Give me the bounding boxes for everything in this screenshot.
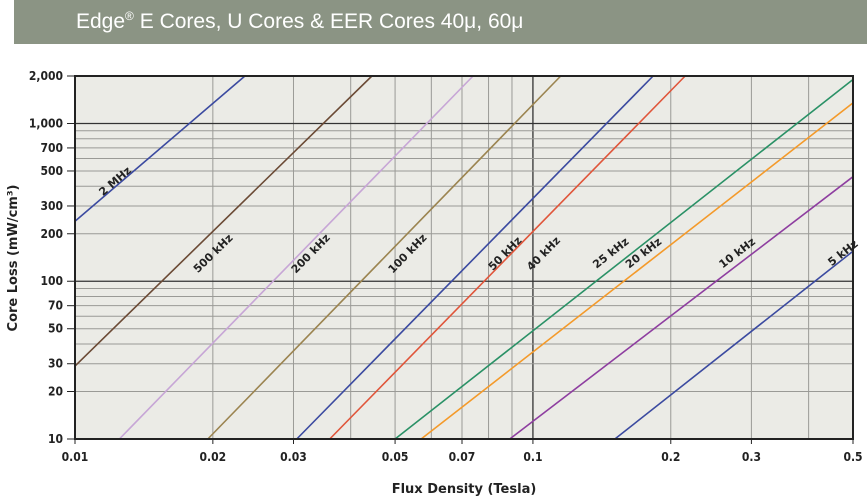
x-tick-label: 0.2 [661,450,680,464]
brand-name: Edge [76,10,126,33]
x-tick-label: 0.3 [742,450,761,464]
series-line-5-khz [614,250,854,440]
x-tick-label: 0.07 [449,450,476,464]
y-tick-label: 30 [48,357,63,371]
chart-title: Edge® E Cores, U Cores & EER Cores 40μ, … [76,9,523,34]
y-tick-label: 1,000 [29,116,63,130]
series-line-25-khz [394,78,854,440]
y-tick-label: 10 [48,432,63,446]
x-tick-label: 0.01 [62,450,89,464]
series-line-40-khz [329,75,686,440]
series-line-10-khz [509,176,854,440]
title-text: E Cores, U Cores & EER Cores 40μ, 60μ [133,10,524,33]
title-banner: Edge® E Cores, U Cores & EER Cores 40μ, … [14,0,867,44]
y-tick-label: 300 [40,199,63,213]
y-tick-label: 700 [40,141,63,155]
series-lines [74,75,854,440]
x-tick-label: 0.1 [523,450,542,464]
plot-frame [74,75,854,440]
series-line-50-khz [296,75,654,440]
y-tick-label: 200 [40,227,63,241]
series-line-100-khz [207,75,562,440]
y-tick-label: 70 [48,299,63,313]
y-axis-ticks: 10 20 30 50 70 100 200 300 500 700 1,000 2,000 [29,69,75,446]
y-tick-label: 100 [40,274,63,288]
series-line-20-khz [420,102,854,440]
y-tick-label: 2,000 [29,69,63,83]
series-line-500-khz [74,75,373,367]
x-tick-label: 0.05 [382,450,409,464]
series-line-200-khz [118,75,474,440]
y-tick-label: 50 [48,322,63,336]
y-tick-label: 20 [48,385,63,399]
y-tick-label: 500 [40,164,63,178]
x-tick-label: 0.5 [843,450,862,464]
grid-lines [75,76,853,439]
series-line-2-mhz [74,75,246,222]
x-axis-ticks: 0.01 0.02 0.03 0.05 0.07 0.1 0.2 0.3 0.5 [62,439,863,464]
plot-area [75,76,853,439]
x-axis-label: Flux Density (Tesla) [392,482,537,497]
registered-mark: ® [125,9,134,23]
y-axis-label: Core Loss (mW/cm³) [6,185,21,332]
x-tick-label: 0.02 [200,450,227,464]
x-tick-label: 0.03 [280,450,307,464]
